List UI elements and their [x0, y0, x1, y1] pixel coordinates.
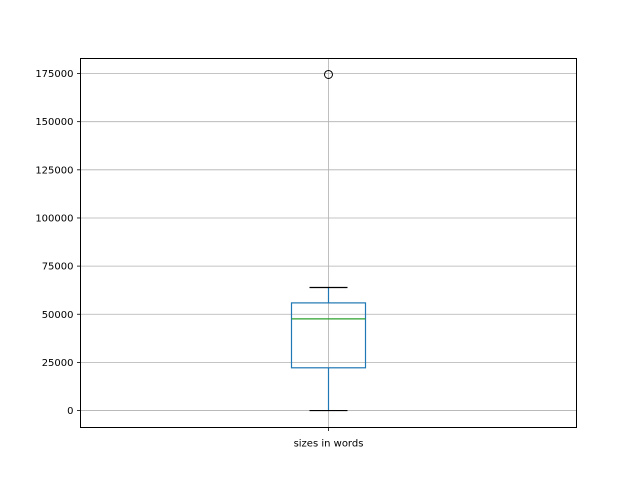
y-tick-label: 0: [67, 406, 73, 417]
x-tick-label: sizes in words: [294, 439, 364, 450]
y-tick-label: 175000: [35, 69, 73, 80]
outlier-point: [324, 69, 333, 79]
grid-lines: [80, 58, 577, 428]
y-tick-label: 25000: [42, 358, 74, 369]
box-iqr: [290, 302, 367, 369]
boxes: [290, 69, 367, 412]
y-axis: 0 25000 50000 75000 100000 125000 150000 175000: [35, 69, 81, 417]
y-tick-label: 150000: [35, 117, 73, 128]
y-tick-label: 125000: [35, 165, 73, 176]
y-tick-label: 50000: [42, 310, 74, 321]
y-tick-label: 75000: [42, 262, 74, 273]
y-tick-label: 100000: [35, 213, 73, 224]
x-axis: sizes in words: [294, 427, 364, 450]
